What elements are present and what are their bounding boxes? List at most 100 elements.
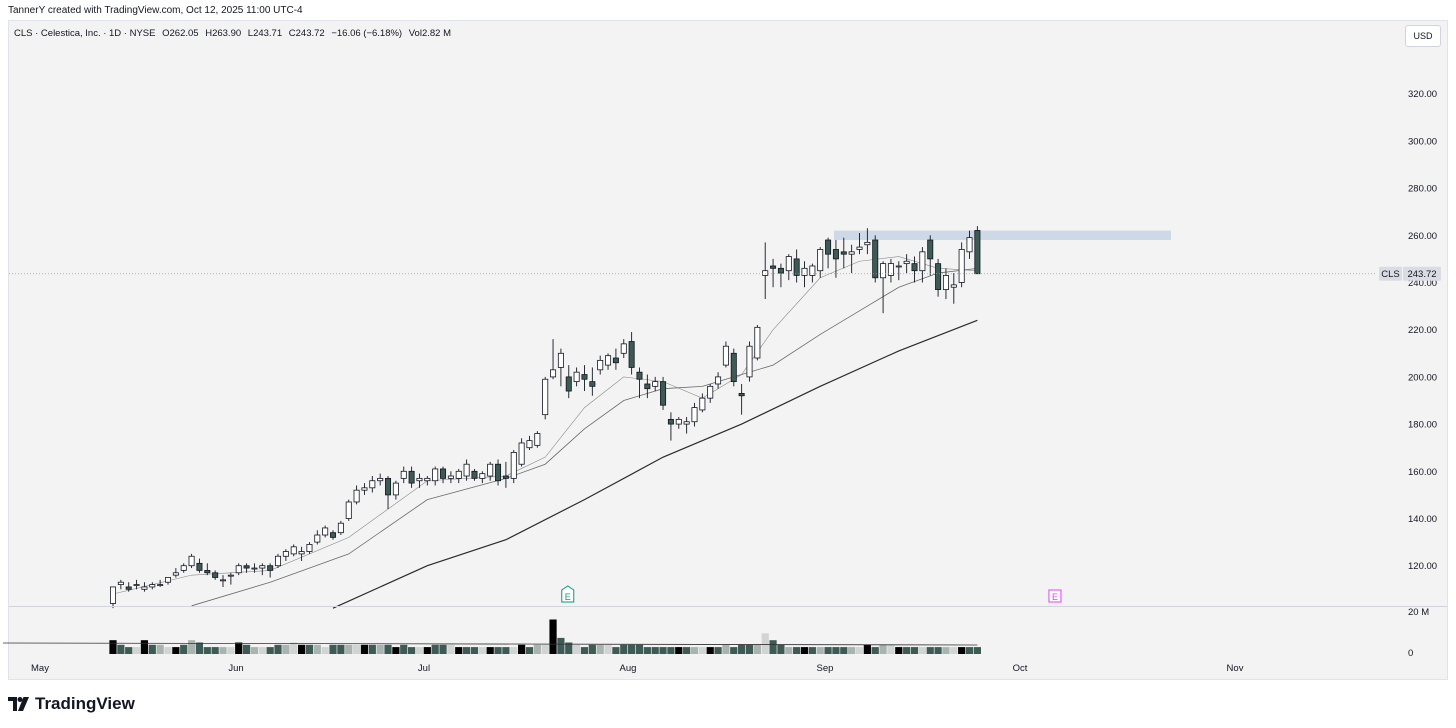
volume-bar	[722, 644, 730, 654]
candle-body	[958, 249, 965, 283]
candle-body	[337, 522, 344, 534]
last-price-tag[interactable]: CLS 243.72	[1379, 266, 1441, 281]
volume-bar	[408, 647, 416, 654]
candle-body	[534, 433, 541, 446]
candle-body	[180, 565, 187, 571]
y-tick-label: 220.00	[1408, 325, 1437, 336]
volume-bar	[250, 647, 259, 654]
legend-volume: Vol2.82 M	[408, 28, 451, 39]
y-tick-label: 280.00	[1408, 184, 1437, 195]
candle-body	[911, 263, 918, 272]
tradingview-logo-icon	[8, 697, 29, 711]
price-tag-symbol-box	[1379, 266, 1402, 281]
price-tag-value: 243.72	[1407, 269, 1436, 280]
volume-bar	[918, 647, 926, 654]
volume-bar	[863, 644, 871, 654]
earnings-marker-label: E	[1052, 592, 1058, 602]
candle-body	[392, 482, 399, 496]
candle-body	[652, 381, 659, 387]
candle-body	[502, 475, 509, 479]
volume-bar	[706, 647, 714, 654]
volume-bar	[848, 647, 856, 654]
volume-bar	[195, 642, 204, 654]
volume-bar	[612, 647, 620, 654]
volume-bar	[439, 644, 447, 654]
candle-body	[935, 263, 942, 290]
volume-bar	[651, 647, 659, 654]
price-tag-symbol: CLS	[1381, 269, 1399, 280]
candle-body	[895, 265, 902, 268]
volume-bar	[643, 647, 651, 654]
y-tick-label: 180.00	[1408, 420, 1437, 431]
candle-body	[275, 555, 282, 567]
volume-axis-label: 20 M	[1408, 607, 1429, 618]
candle-body	[597, 359, 604, 371]
candle-body	[715, 376, 722, 385]
candle-body	[314, 534, 321, 543]
candle-body	[903, 260, 910, 265]
candle-body	[872, 239, 879, 279]
volume-bar	[793, 647, 801, 654]
candle-body	[770, 265, 777, 269]
volume-bar	[203, 647, 211, 654]
candle-body	[157, 584, 164, 586]
volume-bar	[895, 647, 903, 654]
volume-bar	[486, 647, 494, 654]
candle-body	[227, 574, 234, 577]
volume-bar	[132, 647, 141, 654]
volume-bar	[384, 644, 392, 654]
volume-bar	[415, 647, 424, 654]
volume-bar	[290, 642, 298, 654]
currency-button[interactable]: USD	[1405, 25, 1441, 47]
volume-bar	[541, 644, 549, 654]
candle-body	[746, 345, 753, 378]
candle-body	[636, 371, 643, 380]
x-tick-label: Jul	[418, 663, 430, 674]
volume-bar	[620, 644, 628, 654]
candle-body	[683, 421, 690, 425]
y-tick-label: 240.00	[1408, 278, 1437, 289]
volume-bar	[934, 647, 942, 654]
candle-body	[220, 579, 227, 582]
volume-bar	[376, 644, 384, 654]
candle-body	[235, 565, 242, 574]
volume-average-line	[2, 642, 978, 646]
volume-bar	[557, 637, 565, 654]
candle-body	[848, 251, 855, 255]
candle-body	[345, 501, 352, 519]
candle-body	[880, 263, 887, 279]
candle-body	[762, 270, 769, 276]
volume-bar	[494, 647, 502, 654]
volume-bar	[219, 647, 227, 654]
candle-body	[495, 463, 502, 482]
candle-body	[722, 345, 729, 366]
candle-body	[581, 374, 588, 380]
volume-bar	[337, 644, 345, 654]
moving-average-long	[332, 319, 978, 609]
volume-bar	[329, 644, 337, 654]
candle-body	[785, 256, 792, 272]
candle-body	[243, 565, 250, 569]
y-tick-label: 300.00	[1408, 136, 1437, 147]
candle-body	[825, 239, 832, 255]
candle-body	[290, 546, 297, 555]
volume-bar	[628, 644, 636, 654]
candle-body	[801, 267, 808, 276]
volume-bar	[211, 647, 219, 654]
candle-body	[738, 393, 745, 397]
candle-body	[369, 480, 376, 489]
candle-body	[440, 468, 447, 479]
candle-body	[605, 355, 612, 366]
tradingview-logo[interactable]: TradingView	[8, 694, 135, 714]
candle-body	[322, 527, 329, 536]
volume-bar	[400, 644, 408, 654]
volume-bar	[125, 647, 133, 654]
volume-axis-label: 0	[1408, 648, 1413, 659]
tradingview-brand: TradingView	[35, 694, 135, 713]
candle-body	[212, 572, 219, 578]
earnings-marker-icon	[561, 585, 575, 603]
volume-bar	[455, 647, 463, 654]
candle-body	[942, 275, 949, 290]
candle-body	[817, 249, 824, 272]
